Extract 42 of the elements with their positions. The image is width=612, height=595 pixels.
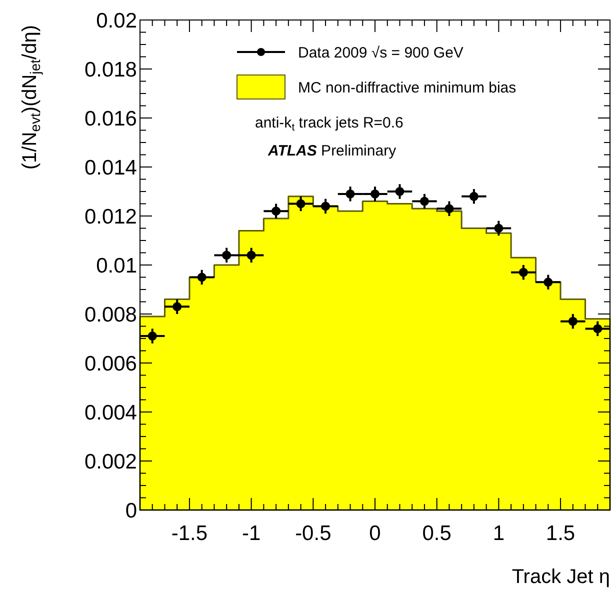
point — [518, 268, 528, 277]
annotation: anti-k$_{t}$ track jets R=0.6 — [255, 114, 404, 134]
x-tick-label: -0.5 — [295, 522, 332, 545]
y-tick-label: 0.016 — [84, 107, 137, 130]
y-tick-label: 0 — [125, 499, 137, 522]
y-tick-label: 0.01 — [96, 254, 137, 278]
y-tick-label: 0.02 — [96, 9, 137, 32]
point — [172, 302, 182, 312]
x-tick-label: 1.5 — [546, 522, 576, 545]
x-tick-label: -1.5 — [171, 522, 208, 545]
point — [222, 250, 232, 260]
y-tick-label: 0.008 — [84, 303, 137, 326]
point — [395, 187, 404, 196]
point — [296, 199, 306, 208]
point — [272, 206, 281, 216]
point — [346, 189, 355, 198]
point — [568, 316, 578, 326]
point — [494, 224, 504, 233]
y-tick-label: 0.012 — [84, 205, 137, 228]
point — [544, 278, 553, 287]
legend-label: Data 2009 √s = 900 GeV — [298, 44, 464, 62]
x-tick-label: 1 — [492, 522, 505, 545]
x-tick-label: 0.5 — [422, 522, 452, 545]
point — [370, 189, 380, 198]
x-tick-label: 0 — [369, 522, 381, 545]
point — [420, 196, 429, 206]
y-tick-label: 0.018 — [84, 58, 137, 82]
y-tick-label: 0.014 — [84, 156, 138, 180]
point — [197, 272, 206, 282]
x-axis-title: Track Jet η — [512, 566, 610, 588]
point — [148, 332, 157, 341]
point — [321, 202, 330, 211]
point — [593, 324, 602, 334]
point — [246, 250, 256, 260]
y-tick-label: 0.006 — [84, 352, 137, 376]
annotation: ATLAS Preliminary — [267, 142, 397, 160]
point — [444, 204, 454, 214]
point — [469, 192, 478, 201]
x-tick-label: -1 — [242, 522, 261, 545]
y-tick-label: 0.004 — [84, 401, 138, 424]
legend-label: MC non-diffractive minimum bias — [298, 79, 516, 96]
y-tick-label: 0.002 — [84, 450, 137, 474]
